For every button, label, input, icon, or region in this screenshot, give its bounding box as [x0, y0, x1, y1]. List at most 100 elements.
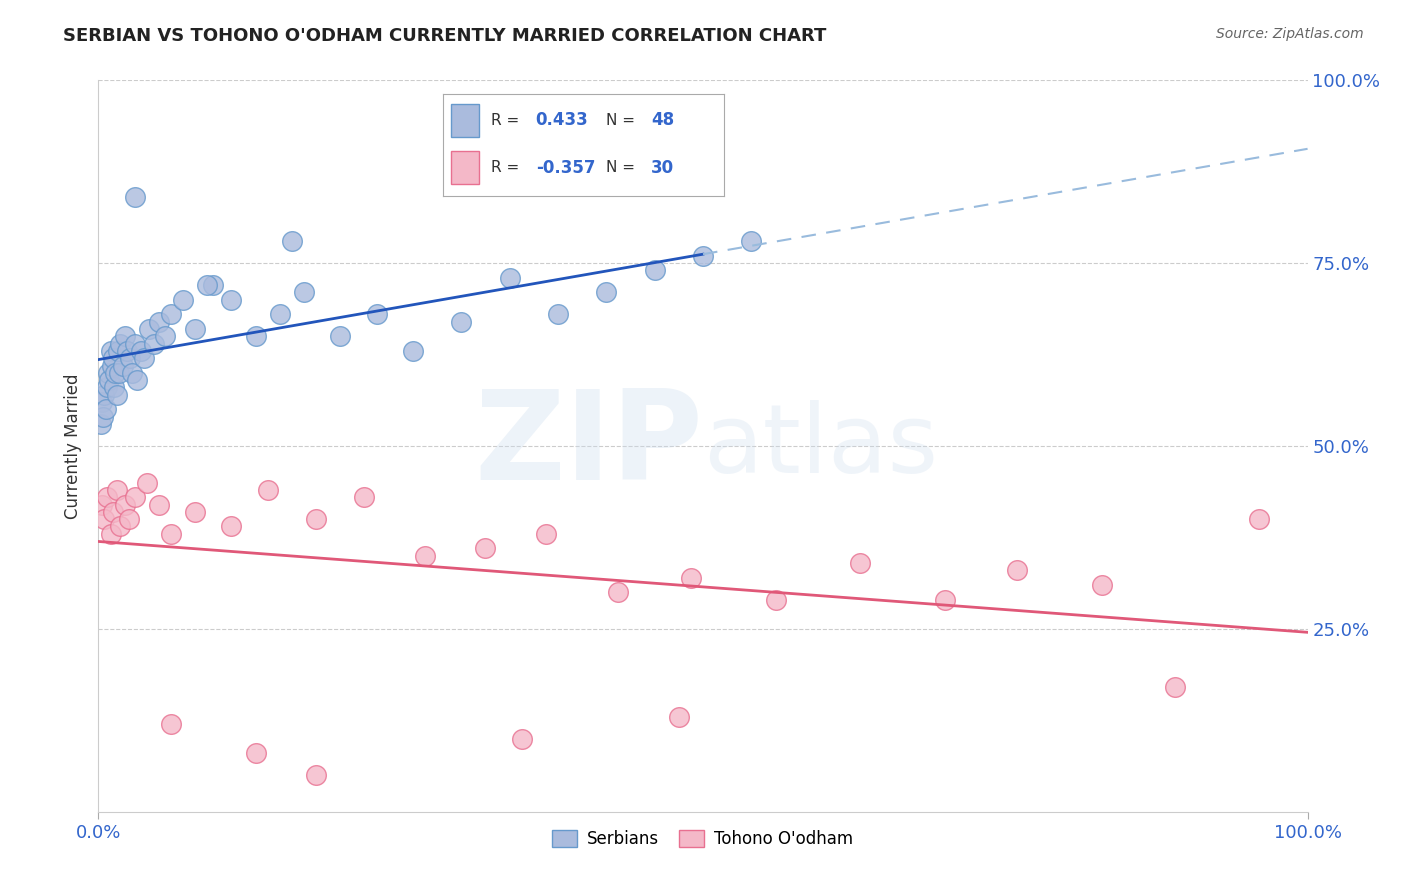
Point [90, 417, 112, 431]
Y-axis label: Currently Married: Currently Married [65, 373, 83, 519]
Point [105, 388, 128, 402]
Point [849, 556, 872, 570]
Point [127, 373, 149, 387]
Point [91, 395, 114, 409]
Text: R =: R = [491, 160, 519, 175]
Point [1163, 681, 1185, 695]
Point [100, 359, 122, 373]
Point [108, 366, 131, 380]
Point [134, 351, 156, 366]
Point [93, 512, 115, 526]
Point [94, 402, 117, 417]
Point [474, 541, 496, 556]
Point [534, 526, 557, 541]
Point [143, 336, 166, 351]
Text: N =: N = [606, 160, 636, 175]
Point [148, 498, 170, 512]
Point [934, 592, 956, 607]
Point [104, 366, 127, 380]
Bar [451, 104, 479, 136]
Text: N =: N = [606, 112, 636, 128]
Point [114, 329, 136, 343]
Point [595, 285, 617, 300]
Point [366, 307, 388, 321]
Point [172, 293, 194, 307]
Point [413, 549, 436, 563]
Point [97, 366, 120, 380]
Point [668, 709, 690, 723]
Point [679, 571, 702, 585]
Point [644, 263, 666, 277]
Point [111, 359, 134, 373]
Point [91, 498, 114, 512]
Point [118, 512, 141, 526]
Point [353, 490, 375, 504]
Point [221, 293, 243, 307]
Point [498, 270, 520, 285]
Point [101, 505, 124, 519]
Point [195, 278, 218, 293]
Point [105, 483, 128, 497]
Text: R =: R = [491, 112, 519, 128]
Point [184, 505, 207, 519]
Point [607, 585, 630, 599]
Point [103, 380, 125, 394]
Point [740, 234, 762, 248]
Point [107, 343, 129, 358]
Point [692, 249, 714, 263]
Point [1249, 512, 1271, 526]
Point [329, 329, 352, 343]
Point [160, 526, 183, 541]
Point [402, 343, 425, 358]
Point [269, 307, 291, 321]
Point [117, 343, 139, 358]
Point [1091, 578, 1114, 592]
Point [100, 526, 122, 541]
Text: 48: 48 [651, 112, 673, 129]
Point [184, 322, 207, 336]
Point [118, 351, 141, 366]
Text: -0.357: -0.357 [536, 159, 595, 177]
Point [91, 409, 114, 424]
Point [108, 336, 131, 351]
Legend: Serbians, Tohono O'odham: Serbians, Tohono O'odham [546, 823, 860, 855]
Point [160, 307, 183, 321]
Point [98, 373, 121, 387]
Point [256, 483, 278, 497]
Point [138, 322, 160, 336]
Point [281, 234, 304, 248]
Point [245, 746, 267, 760]
Point [148, 315, 170, 329]
Point [202, 278, 225, 293]
Point [96, 490, 118, 504]
Text: 30: 30 [651, 159, 673, 177]
Point [450, 315, 472, 329]
Text: 0.433: 0.433 [536, 112, 589, 129]
Point [1007, 563, 1029, 577]
Point [510, 731, 533, 746]
Point [121, 366, 143, 380]
Point [124, 190, 146, 204]
Point [96, 380, 118, 394]
Point [114, 498, 136, 512]
Point [129, 343, 152, 358]
Text: atlas: atlas [703, 400, 938, 492]
Text: ZIP: ZIP [474, 385, 703, 507]
Point [153, 329, 176, 343]
Point [101, 351, 124, 366]
Point [160, 717, 183, 731]
Point [765, 592, 787, 607]
Point [124, 490, 146, 504]
Point [245, 329, 267, 343]
Point [135, 475, 157, 490]
Point [305, 512, 328, 526]
Point [100, 343, 122, 358]
Bar [451, 151, 479, 184]
Point [547, 307, 569, 321]
Point [124, 336, 146, 351]
Point [292, 285, 315, 300]
Point [93, 388, 115, 402]
Point [221, 519, 243, 533]
Point [305, 768, 328, 782]
Text: SERBIAN VS TOHONO O'ODHAM CURRENTLY MARRIED CORRELATION CHART: SERBIAN VS TOHONO O'ODHAM CURRENTLY MARR… [63, 27, 827, 45]
